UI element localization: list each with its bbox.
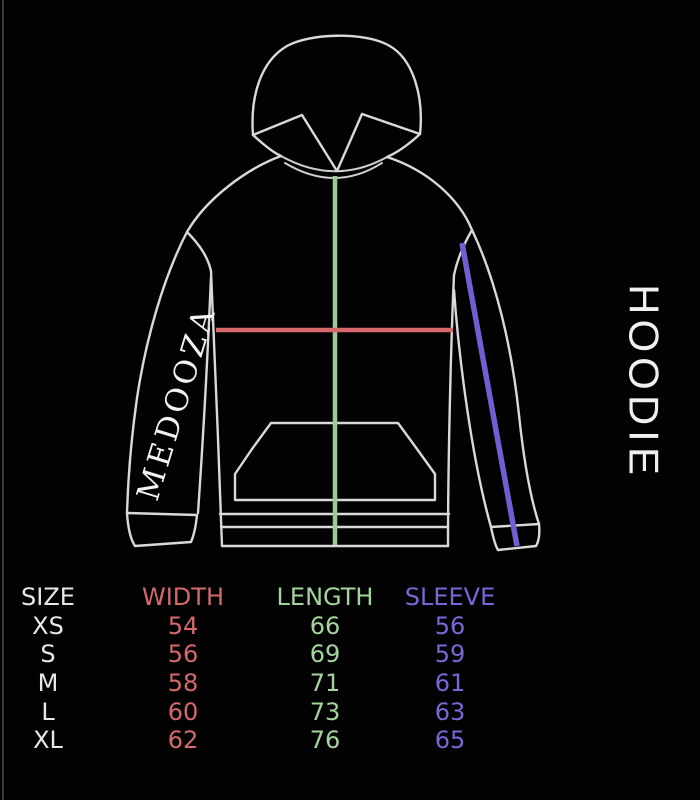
cell-length: 66	[309, 611, 341, 640]
cell-width: 62	[167, 726, 199, 755]
cell-length: 73	[309, 697, 341, 726]
cell-width: 58	[167, 669, 199, 698]
size-table-header-row: SIZE WIDTH LENGTH SLEEVE	[0, 583, 520, 612]
cell-sleeve: 56	[434, 611, 466, 640]
cell-size: XS	[32, 611, 64, 640]
sleeve-left-inner	[196, 275, 213, 515]
body-left-edge	[209, 269, 224, 548]
size-row-m: M 58 71 61	[0, 669, 520, 698]
collar-band-upper	[280, 155, 388, 173]
col-header-sleeve: SLEEVE	[404, 583, 496, 611]
size-row-xl: XL 62 76 65	[0, 726, 520, 755]
cuff-left	[125, 511, 199, 548]
hood-dome	[251, 34, 422, 137]
cell-sleeve: 59	[434, 640, 466, 669]
hood-flap-left-top	[251, 113, 304, 137]
col-header-size: SIZE	[21, 583, 75, 611]
cell-length: 71	[309, 669, 341, 698]
cell-sleeve: 61	[434, 669, 466, 698]
cell-width: 54	[167, 611, 199, 640]
cell-width: 56	[167, 640, 199, 669]
armhole-left	[185, 230, 213, 273]
hood-flap-left-bottom	[251, 133, 283, 158]
size-row-l: L 60 73 63	[0, 698, 520, 727]
shoulder-right	[385, 155, 474, 232]
photo-edge-artifact	[2, 0, 4, 800]
hoodie-diagram: MEDOOZA HOODIE	[125, 34, 668, 552]
armhole-right	[452, 228, 474, 277]
cell-width: 60	[167, 697, 199, 726]
cuff-right	[489, 522, 541, 552]
cell-length: 76	[309, 726, 341, 755]
hood-v-left	[300, 113, 339, 173]
cell-size: XL	[33, 726, 63, 755]
col-header-length: LENGTH	[276, 583, 374, 611]
sleeve-right-outer	[470, 228, 541, 526]
cell-sleeve: 63	[434, 697, 466, 726]
size-table: SIZE WIDTH LENGTH SLEEVE XS 54 66 56 S 5…	[0, 583, 520, 755]
size-row-xs: XS 54 66 56	[0, 612, 520, 641]
sleeve-right-inner	[452, 288, 493, 529]
sleeve-measure-line	[459, 242, 520, 547]
hood-v-right	[335, 112, 364, 173]
cell-size: L	[41, 697, 55, 726]
hood-flap-right-bottom	[385, 132, 422, 159]
hood-flap-right-top	[360, 112, 422, 136]
kangaroo-pocket	[233, 421, 437, 502]
shoulder-left	[185, 154, 283, 234]
cell-sleeve: 65	[434, 726, 466, 755]
col-header-width: WIDTH	[142, 583, 224, 611]
cell-length: 69	[309, 640, 341, 669]
cell-size: M	[37, 669, 59, 698]
sleeve-left-outer	[125, 230, 189, 515]
cell-size: S	[40, 640, 56, 669]
body-right-edge	[446, 273, 456, 548]
size-row-s: S 56 69 59	[0, 640, 520, 669]
product-title: HOODIE	[621, 284, 668, 480]
brand-sleeve-text: MEDOOZA	[130, 301, 223, 505]
